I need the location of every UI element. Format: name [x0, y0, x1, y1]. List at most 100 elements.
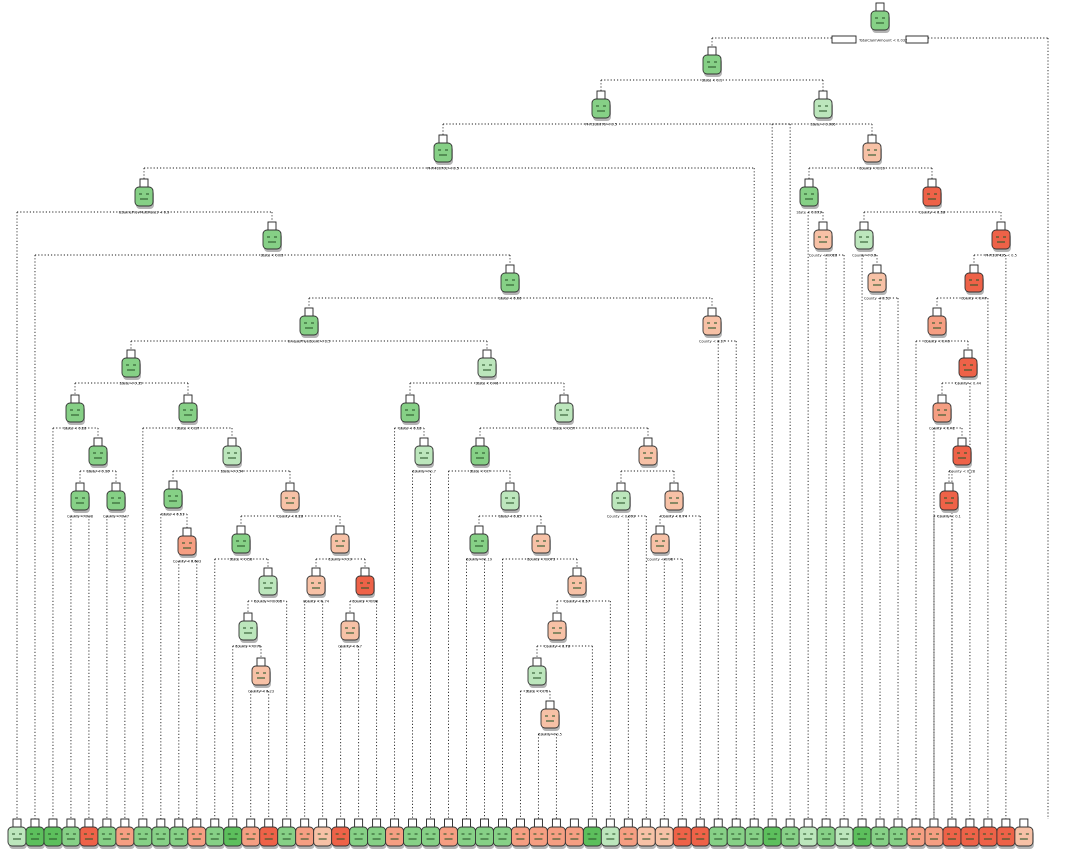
root-right-box: [905, 35, 929, 44]
leaf-node: [834, 818, 855, 849]
split-label: County < 0.28: [949, 470, 976, 474]
split-label: County < 0.6: [852, 254, 877, 258]
leaf-node: [618, 818, 639, 849]
tree-node: [306, 567, 326, 598]
split-label: County < 0.1: [937, 515, 961, 519]
split-label: County < 0.9: [328, 558, 353, 562]
split-label: County < 0.98: [647, 558, 674, 562]
tree-node: [567, 567, 587, 598]
tree-node: [540, 700, 560, 731]
leaf-node: [744, 818, 765, 849]
tree-node: [531, 525, 551, 556]
tree-node: [813, 221, 833, 252]
leaf-node: [510, 818, 531, 849]
split-label: State < 0.35: [120, 382, 143, 386]
leaf-node: [367, 818, 387, 849]
leaf-node: [151, 818, 171, 849]
tree-node: [414, 437, 434, 468]
split-label: County < 0.74: [303, 600, 330, 604]
leaf-node: [457, 818, 477, 849]
split-label: County < 0.47: [961, 297, 987, 301]
split-label: State < 0.51: [162, 513, 185, 517]
split-label: State < 0.093: [796, 211, 821, 215]
tree-node: [177, 527, 197, 558]
leaf-node: [654, 818, 675, 849]
tree-node: [340, 612, 360, 643]
leaf-node: [636, 818, 657, 849]
tree-node: [262, 221, 282, 252]
leaf-node: [546, 818, 567, 849]
split-label: State < 0.7: [470, 470, 491, 474]
tree-node: [591, 90, 611, 121]
leaf-node: [439, 818, 459, 849]
leaf-node: [816, 818, 837, 849]
leaf-node: [942, 818, 962, 849]
leaf-node: [61, 818, 81, 849]
split-label: IsSameProvMultiRole1 < 0.5: [119, 211, 170, 215]
leaf-node: [780, 818, 801, 849]
leaf-node: [475, 818, 495, 849]
tree-node: [527, 657, 547, 688]
leaf-node: [960, 818, 980, 849]
leaf-node: [690, 818, 711, 849]
tree-node: [867, 264, 887, 295]
tree-nodes: State < 0.1 PHY330076 < 0.5 State < 0.066 P…: [7, 2, 1034, 849]
leaf-node: [43, 818, 63, 849]
leaf-node: [349, 818, 369, 849]
leaf-node: [870, 818, 891, 849]
split-label: State < 0.28: [64, 427, 88, 431]
leaf-node: [672, 818, 693, 849]
split-label: State < 0.06: [499, 297, 523, 301]
tree-node: [854, 221, 874, 252]
leaf-node: [259, 818, 279, 849]
split-label: County < 0.23: [248, 690, 274, 694]
tree-node: [500, 264, 520, 295]
split-label: State < 0.1: [702, 79, 723, 83]
tree-node: [65, 394, 85, 425]
leaf-node: [1014, 818, 1034, 849]
tree-node: [88, 437, 108, 468]
leaf-node: [852, 818, 873, 849]
tree-node: [958, 349, 978, 380]
leaf-node: [978, 818, 998, 849]
split-label: County < 0.7: [412, 470, 436, 474]
split-label: County < 0.47: [103, 515, 129, 519]
leaf-node: [313, 818, 333, 849]
tree-node: [251, 657, 271, 688]
split-label: County < 0.17: [699, 340, 725, 344]
leaf-node: [888, 818, 909, 849]
root-split: TotalClaimAmount < 0.032: [831, 35, 929, 44]
split-label: State < 0.16: [87, 470, 111, 474]
root-node: [870, 2, 890, 33]
leaf-node: [762, 818, 783, 849]
tree-node: [477, 349, 497, 380]
leaf-node: [331, 818, 351, 849]
leaf-node: [25, 818, 45, 849]
split-label: County < 0.28: [277, 515, 304, 519]
tree-node: [862, 134, 882, 165]
tree-node: [638, 437, 658, 468]
split-label: UniquePhysCount < 1.5: [288, 340, 331, 344]
leaf-node: [493, 818, 513, 849]
tree-node: [231, 525, 251, 556]
leaf-node: [582, 818, 603, 849]
tree-node: [813, 90, 833, 121]
leaf-node: [708, 818, 729, 849]
leaf-node: [115, 818, 135, 849]
split-label: County < 0.76: [235, 645, 262, 649]
split-label: PHY337425 < 0.5: [985, 254, 1017, 258]
leaf-node: [277, 818, 297, 849]
tree-node: [922, 178, 942, 209]
tree-node: [469, 525, 489, 556]
leaf-node: [133, 818, 153, 849]
split-label: County < 0.093: [607, 515, 635, 519]
split-label: State < 0.37: [177, 427, 200, 431]
tree-node: [299, 307, 319, 338]
split-label: County < 0.19: [466, 558, 493, 562]
split-label: State < 0.066: [810, 123, 836, 127]
leaf-node: [7, 818, 27, 849]
split-label: County < 0.19: [859, 167, 886, 171]
tree-node: [470, 437, 490, 468]
tree-node: [964, 264, 984, 295]
